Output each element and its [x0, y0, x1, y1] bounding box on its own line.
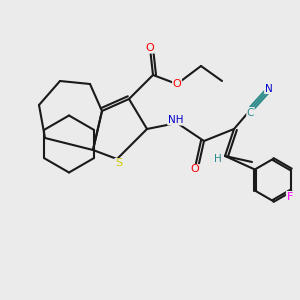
Text: S: S: [115, 158, 122, 169]
Text: O: O: [146, 43, 154, 53]
Text: O: O: [190, 164, 200, 175]
Text: O: O: [172, 79, 182, 89]
Text: H: H: [214, 154, 221, 164]
Text: NH: NH: [168, 115, 183, 125]
Text: N: N: [265, 83, 272, 94]
Text: C: C: [247, 107, 254, 118]
Text: F: F: [286, 191, 293, 202]
